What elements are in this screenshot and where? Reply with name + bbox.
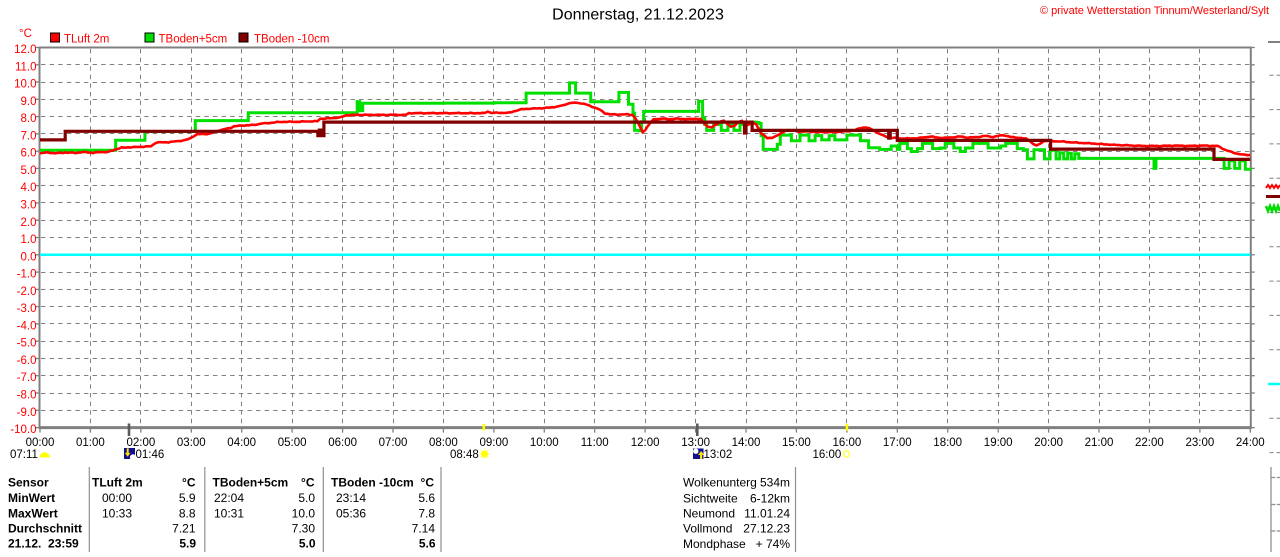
svg-text:-1.0: -1.0 — [17, 269, 37, 281]
svg-text:12:00: 12:00 — [631, 437, 660, 449]
svg-text:01:00: 01:00 — [76, 437, 105, 449]
svg-text:3.0: 3.0 — [21, 200, 37, 212]
svg-text:24:00: 24:00 — [1236, 437, 1265, 449]
svg-text:7.14: 7.14 — [412, 522, 436, 536]
svg-text:4.0: 4.0 — [21, 182, 37, 194]
svg-text:7.0: 7.0 — [21, 130, 37, 142]
svg-text:05:36: 05:36 — [336, 506, 366, 520]
svg-text:01:46: 01:46 — [136, 449, 165, 461]
svg-text:Sensor: Sensor — [8, 476, 49, 490]
svg-text:22:04: 22:04 — [214, 491, 244, 505]
svg-text:MinWert: MinWert — [8, 491, 55, 505]
svg-text:534m: 534m — [760, 476, 790, 490]
svg-text:-3.0: -3.0 — [17, 303, 37, 315]
svg-text:20:00: 20:00 — [1034, 437, 1063, 449]
svg-text:11:00: 11:00 — [581, 437, 609, 449]
svg-text:1.0: 1.0 — [21, 234, 37, 246]
svg-text:TBoden -10cm: TBoden -10cm — [254, 34, 329, 46]
svg-text:21.12. 23:59: 21.12. 23:59 — [8, 537, 79, 551]
svg-text:07:00: 07:00 — [379, 437, 408, 449]
svg-text:TBoden+5cm: TBoden+5cm — [213, 476, 289, 490]
svg-text:TBoden+5cm: TBoden+5cm — [159, 34, 228, 46]
svg-text:13:02: 13:02 — [704, 449, 733, 461]
svg-text:18:00: 18:00 — [933, 437, 962, 449]
svg-text:7.8: 7.8 — [418, 506, 435, 520]
svg-text:16:00: 16:00 — [813, 449, 842, 461]
svg-text:Durchschnitt: Durchschnitt — [8, 522, 82, 536]
svg-text:TLuft 2m: TLuft 2m — [92, 476, 143, 490]
svg-text:19:00: 19:00 — [984, 437, 1013, 449]
svg-text:23:00: 23:00 — [1186, 437, 1215, 449]
svg-text:°C: °C — [421, 476, 435, 490]
svg-text:17:00: 17:00 — [883, 437, 912, 449]
svg-text:5.0: 5.0 — [298, 491, 315, 505]
svg-text:5.0: 5.0 — [21, 165, 37, 177]
svg-text:MaxWert: MaxWert — [8, 506, 58, 520]
svg-text:06:00: 06:00 — [328, 437, 357, 449]
svg-text:12.0: 12.0 — [14, 44, 36, 56]
svg-text:13:00: 13:00 — [681, 437, 710, 449]
svg-text:TBoden -10cm: TBoden -10cm — [331, 476, 414, 490]
svg-text:21:00: 21:00 — [1085, 437, 1114, 449]
svg-text:02:00: 02:00 — [127, 437, 156, 449]
svg-text:-5.0: -5.0 — [17, 338, 37, 350]
svg-text:Mondphase: Mondphase — [683, 537, 746, 551]
svg-text:© private Wetterstation Tinnum: © private Wetterstation Tinnum/Westerlan… — [1040, 5, 1269, 17]
svg-text:7.21: 7.21 — [172, 522, 196, 536]
svg-text:-7.0: -7.0 — [17, 372, 37, 384]
svg-text:2.0: 2.0 — [21, 217, 37, 229]
svg-text:9.0: 9.0 — [21, 96, 37, 108]
svg-text:Wolkenunterg: Wolkenunterg — [683, 476, 757, 490]
svg-text:°C: °C — [301, 476, 315, 490]
svg-text:Neumond: Neumond — [683, 507, 735, 521]
svg-text:-6.0: -6.0 — [17, 355, 37, 367]
svg-text:27.12.23: 27.12.23 — [743, 522, 790, 536]
svg-text:10:31: 10:31 — [214, 506, 244, 520]
svg-text:7.30: 7.30 — [292, 522, 316, 536]
svg-text:5.9: 5.9 — [179, 537, 196, 551]
svg-text:03:00: 03:00 — [177, 437, 206, 449]
svg-text:08:00: 08:00 — [429, 437, 458, 449]
svg-text:04:00: 04:00 — [227, 437, 256, 449]
svg-text:23:14: 23:14 — [336, 491, 366, 505]
svg-text:5.6: 5.6 — [419, 537, 436, 551]
svg-text:°C: °C — [19, 28, 32, 40]
svg-text:+ 74%: + 74% — [756, 537, 791, 551]
svg-text:-9.0: -9.0 — [17, 407, 37, 419]
svg-text:14:00: 14:00 — [732, 437, 761, 449]
svg-text:Donnerstag, 21.12.2023: Donnerstag, 21.12.2023 — [552, 7, 724, 24]
svg-text:09:00: 09:00 — [480, 437, 509, 449]
svg-text:10:33: 10:33 — [102, 506, 132, 520]
svg-text:°C: °C — [182, 476, 196, 490]
svg-text:05:00: 05:00 — [278, 437, 307, 449]
svg-text:22:00: 22:00 — [1135, 437, 1164, 449]
svg-text:Vollmond: Vollmond — [683, 522, 732, 536]
svg-text:TLuft 2m: TLuft 2m — [64, 34, 109, 46]
svg-text:5.0: 5.0 — [299, 537, 316, 551]
svg-text:00:00: 00:00 — [26, 437, 55, 449]
svg-text:11.0: 11.0 — [15, 61, 37, 73]
svg-text:00:00: 00:00 — [102, 491, 132, 505]
svg-text:-8.0: -8.0 — [17, 390, 37, 402]
svg-text:-4.0: -4.0 — [17, 320, 37, 332]
svg-text:8.8: 8.8 — [179, 506, 196, 520]
svg-text:6-12km: 6-12km — [750, 492, 790, 506]
svg-text:10.0: 10.0 — [292, 506, 316, 520]
svg-text:6.0: 6.0 — [21, 148, 37, 160]
svg-text:07:11: 07:11 — [10, 449, 38, 461]
svg-text:0.0: 0.0 — [21, 251, 37, 263]
svg-text:5.6: 5.6 — [418, 491, 435, 505]
svg-text:-2.0: -2.0 — [17, 286, 37, 298]
svg-text:16:00: 16:00 — [833, 437, 862, 449]
svg-text:-10.0: -10.0 — [10, 424, 36, 436]
svg-text:10:00: 10:00 — [530, 437, 559, 449]
svg-text:Sichtweite: Sichtweite — [683, 492, 738, 506]
svg-text:11.01.24: 11.01.24 — [744, 507, 790, 521]
svg-text:15:00: 15:00 — [782, 437, 811, 449]
svg-text:5.9: 5.9 — [179, 491, 196, 505]
svg-text:10.0: 10.0 — [14, 79, 36, 91]
svg-text:8.0: 8.0 — [21, 113, 37, 125]
svg-text:08:48: 08:48 — [450, 449, 479, 461]
